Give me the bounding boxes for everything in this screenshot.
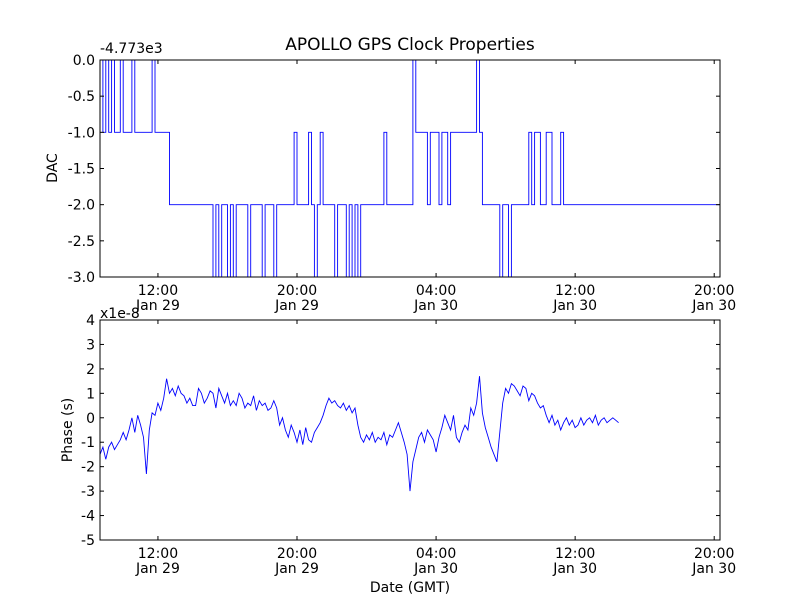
phase-x-axis-label: Date (GMT) [370,580,450,596]
y-tick-label: -2.0 [68,198,95,214]
x-tick-time-label: 20:00 [694,546,734,562]
dac-y-ticks: 0.0 -0.5 -1.0 -1.5 -2.0 -2.5 -3.0 [68,53,720,286]
dac-series [100,59,720,278]
y-tick-label: -4 [81,509,95,525]
x-tick-date-label: Jan 30 [552,298,597,314]
x-tick-date-label: Jan 29 [135,561,180,577]
x-tick-time-label: 12:00 [138,546,178,562]
y-tick-label: -1.5 [68,162,95,178]
chart-title: APOLLO GPS Clock Properties [285,35,535,55]
x-tick-date-label: Jan 30 [552,561,597,577]
y-tick-label: -0.5 [68,89,95,105]
dac-y-axis-label: DAC [45,153,61,183]
phase-offset-label: x1e-8 [100,306,140,322]
y-tick-label: -2 [81,460,95,476]
x-tick-date-label: Jan 29 [135,298,180,314]
y-tick-label: -3.0 [68,270,95,286]
x-tick-date-label: Jan 30 [691,298,736,314]
phase-line [99,376,619,492]
y-tick-label: -3 [81,484,95,500]
x-tick-time-label: 12:00 [555,546,595,562]
y-tick-label: 4 [86,313,95,329]
x-tick-date-label: Jan 30 [691,561,736,577]
y-tick-label: 2 [86,362,95,378]
y-tick-label: -2.5 [68,234,95,250]
x-tick-time-label: 12:00 [138,283,178,299]
x-tick-date-label: Jan 29 [274,298,319,314]
x-tick-time-label: 20:00 [694,283,734,299]
y-tick-label: 0.0 [73,53,95,69]
y-tick-label: -1 [81,435,95,451]
dac-offset-label: -4.773e3 [100,41,163,57]
dac-line [100,59,720,278]
y-tick-label: 0 [86,411,95,427]
x-tick-time-label: 20:00 [277,546,317,562]
y-tick-label: 3 [86,337,95,353]
x-tick-time-label: 04:00 [416,546,456,562]
x-tick-date-label: Jan 29 [274,561,319,577]
phase-y-axis-label: Phase (s) [60,398,76,462]
x-tick-date-label: Jan 30 [413,298,458,314]
phase-y-ticks: 4 3 2 1 0 -1 -2 -3 -4 -5 [81,313,720,549]
phase-axes-frame [99,319,721,541]
y-tick-label: -5 [81,533,95,549]
phase-series [99,376,619,492]
x-tick-time-label: 12:00 [555,283,595,299]
x-tick-date-label: Jan 30 [413,561,458,577]
y-tick-label: -1.0 [68,125,95,141]
x-tick-time-label: 04:00 [416,283,456,299]
x-tick-time-label: 20:00 [277,283,317,299]
y-tick-label: 1 [86,386,95,402]
